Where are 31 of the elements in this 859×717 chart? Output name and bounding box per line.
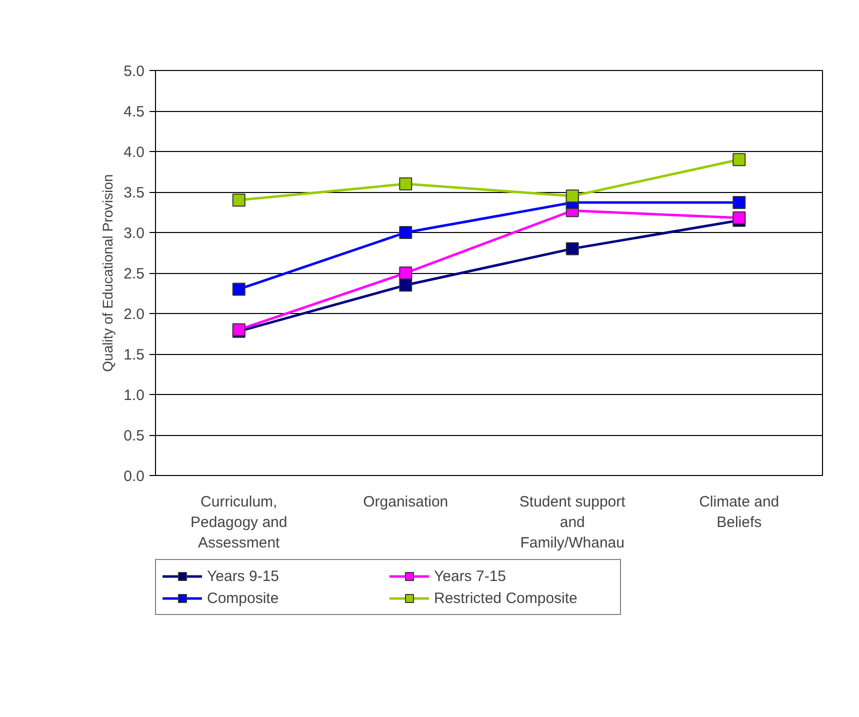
- point: [732, 153, 746, 166]
- y-tick-label: 4.5: [124, 104, 145, 120]
- y-tick-label: 1.0: [124, 387, 145, 404]
- legend-label: Years 9-15: [207, 568, 280, 584]
- y-tick-label: 3.5: [124, 184, 145, 202]
- legend-label: Restricted Composite: [434, 590, 578, 606]
- x-tick-label: Curriculum, Pedagogy and Assessment: [190, 494, 288, 552]
- point: [732, 196, 746, 210]
- y-tick-label: 1.5: [124, 346, 145, 364]
- point: [232, 194, 246, 207]
- point: [566, 242, 579, 256]
- y-tick-label: 2.0: [124, 306, 145, 323]
- point: [399, 266, 412, 280]
- point: [399, 278, 412, 292]
- point: [566, 190, 579, 203]
- y-tick-label: 2.5: [124, 266, 145, 282]
- y-tick-label: 0.5: [124, 428, 145, 444]
- x-tick-label: Student support and Family/Whanau: [519, 494, 626, 552]
- legend-label: Years 7-15: [434, 568, 507, 584]
- y-tick-label: 4.0: [124, 144, 145, 161]
- y-tick-label: 0.0: [124, 468, 145, 485]
- point: [732, 211, 746, 224]
- point: [399, 226, 412, 239]
- y-tick-label: 3.0: [124, 225, 145, 242]
- legend-label: Composite: [207, 590, 280, 606]
- y-tick-label: 5.0: [124, 63, 145, 80]
- x-tick-label: Climate and Beliefs: [699, 494, 780, 531]
- y-axis-title: Quality of Educational Provision: [100, 174, 116, 372]
- point: [399, 177, 412, 190]
- point: [232, 282, 246, 296]
- x-tick-label: Organisation: [363, 494, 448, 510]
